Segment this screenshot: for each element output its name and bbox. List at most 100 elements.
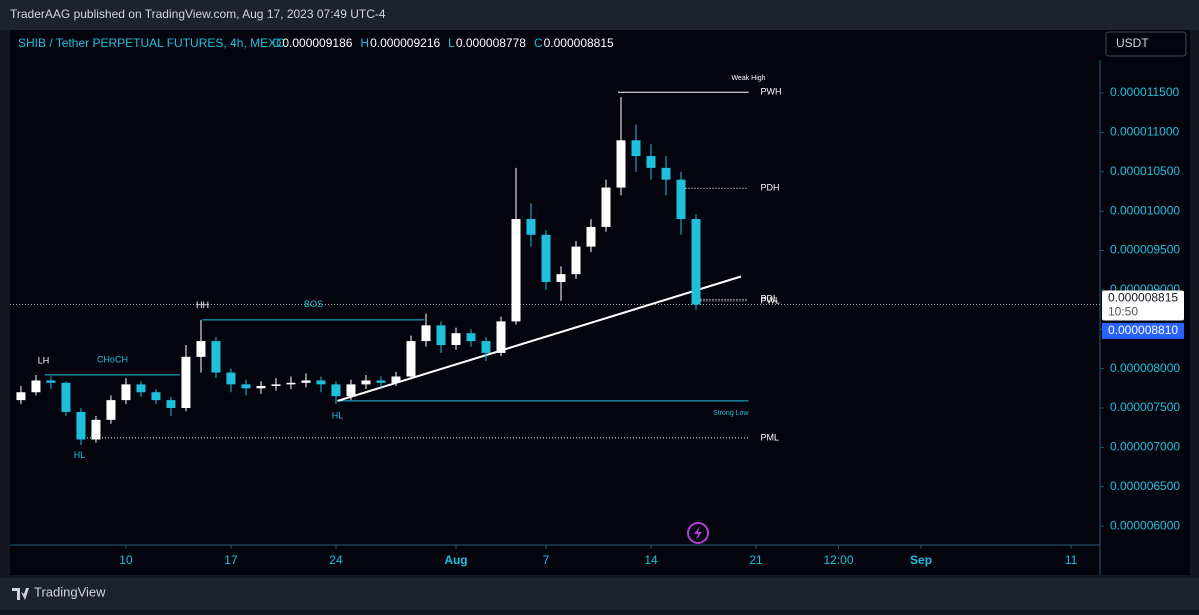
x-tick-label: 10 xyxy=(119,553,133,567)
x-tick-label: 17 xyxy=(224,553,238,567)
level-label: BOS xyxy=(304,299,323,309)
symbol: SHIB / Tether PERPETUAL FUTURES, 4h, MEX… xyxy=(18,36,285,50)
x-tick-label: 11 xyxy=(1065,553,1078,567)
level-label: Strong Low xyxy=(713,410,749,417)
x-tick-label: 14 xyxy=(644,553,658,567)
level-label: PWH xyxy=(761,87,782,97)
x-tick-label: 12:00 xyxy=(824,553,854,567)
candle-body xyxy=(256,385,266,389)
swing-label: HH xyxy=(196,300,209,310)
candle-body xyxy=(166,400,176,409)
candle-body xyxy=(31,380,41,393)
candle-body xyxy=(226,372,236,385)
level-label: PDL xyxy=(761,294,779,304)
candle-body xyxy=(391,376,401,383)
candle-body xyxy=(151,392,161,401)
swing-label: LH xyxy=(38,355,50,365)
candle-body xyxy=(361,380,371,385)
ohlc-value: 0.000008815 xyxy=(544,36,614,50)
candle-body xyxy=(286,382,296,385)
bid-box xyxy=(1102,322,1184,339)
last-price-box xyxy=(1102,290,1184,321)
y-tick-label: 0.000006500 xyxy=(1110,479,1180,493)
candle-body xyxy=(616,140,626,188)
footer xyxy=(0,578,1199,610)
brand: TradingView xyxy=(34,584,106,599)
ohlc-value: 0.000008778 xyxy=(456,36,526,50)
candle-body xyxy=(676,179,686,220)
ohlc-value: 0.000009186 xyxy=(282,36,352,50)
candle-body xyxy=(121,384,131,401)
currency-button[interactable] xyxy=(1105,31,1187,57)
y-tick-label: 0.000011500 xyxy=(1110,85,1180,99)
chart-panel xyxy=(10,30,1190,575)
candle-body xyxy=(316,380,326,385)
alert-bolt xyxy=(694,526,702,540)
candle-body xyxy=(196,341,206,357)
candle-body xyxy=(376,380,386,383)
y-tick-label: 0.000007500 xyxy=(1110,400,1180,414)
ohlc-key: O xyxy=(272,36,281,50)
candle-body xyxy=(496,321,506,353)
publisher: TraderAAG published on TradingView.com, … xyxy=(10,7,386,21)
candle-body xyxy=(61,382,71,412)
top-bar xyxy=(0,0,1199,30)
candle-body xyxy=(136,384,146,393)
ohlc-key: C xyxy=(534,36,543,50)
x-tick-label: 7 xyxy=(543,553,550,567)
swing-label: Weak High xyxy=(731,75,765,82)
bid-label: 0.000008810 xyxy=(1108,323,1178,337)
ohlc-key: L xyxy=(448,36,455,50)
y-tick-label: 0.000009500 xyxy=(1110,243,1180,257)
swing-label: HL xyxy=(332,410,344,420)
candle-body xyxy=(586,226,596,247)
candle-body xyxy=(601,187,611,227)
y-tick-label: 0.000008000 xyxy=(1110,361,1180,375)
brand-logo xyxy=(12,588,29,600)
candle-body xyxy=(76,411,86,440)
candle-body xyxy=(466,333,476,342)
trendline xyxy=(337,275,742,402)
level-label: PML xyxy=(761,432,780,442)
level-label: PWL xyxy=(761,295,781,305)
last-price-label: 0.000008815 xyxy=(1108,291,1178,305)
candle-body xyxy=(691,219,701,305)
candle-body xyxy=(646,156,656,168)
candle-body xyxy=(91,419,101,440)
candle-body xyxy=(331,384,341,397)
candle-body xyxy=(571,246,581,275)
candle-body xyxy=(541,234,551,283)
candle-body xyxy=(436,325,446,346)
ohlc: O 0.000009186 H 0.000009216 L 0.000008778 C 0.0… xyxy=(272,36,614,50)
level-label: CHoCH xyxy=(97,354,128,364)
candle-body xyxy=(46,380,56,383)
candle-body xyxy=(631,140,641,157)
candle-body xyxy=(301,380,311,383)
alert-icon[interactable] xyxy=(687,522,709,544)
currency: USDT xyxy=(1116,36,1149,50)
candle-body xyxy=(406,341,416,377)
candle-body xyxy=(346,384,356,397)
swing-label: HL xyxy=(74,450,86,460)
ohlc-key: H xyxy=(360,36,369,50)
y-tick-label: 0.000011000 xyxy=(1110,125,1180,139)
x-tick-label: 21 xyxy=(749,553,763,567)
level-label: PDH xyxy=(761,183,780,193)
candle-body xyxy=(451,333,461,346)
x-tick-label: Sep xyxy=(910,553,932,567)
ohlc-value: 0.000009216 xyxy=(370,36,440,50)
countdown: 10:50 xyxy=(1108,305,1138,319)
candle-body xyxy=(556,274,566,283)
y-tick-label: 0.000006000 xyxy=(1110,518,1180,532)
candle-body xyxy=(241,384,251,389)
candle-body xyxy=(511,219,521,322)
candle-body xyxy=(211,341,221,373)
x-tick-label: 24 xyxy=(329,553,343,567)
y-tick-label: 0.000010000 xyxy=(1110,203,1180,217)
candle-body xyxy=(16,392,26,401)
y-tick-label: 0.000010500 xyxy=(1110,164,1180,178)
y-tick-label: 0.000007000 xyxy=(1110,440,1180,454)
candle-body xyxy=(106,400,116,420)
candle-body xyxy=(421,325,431,342)
